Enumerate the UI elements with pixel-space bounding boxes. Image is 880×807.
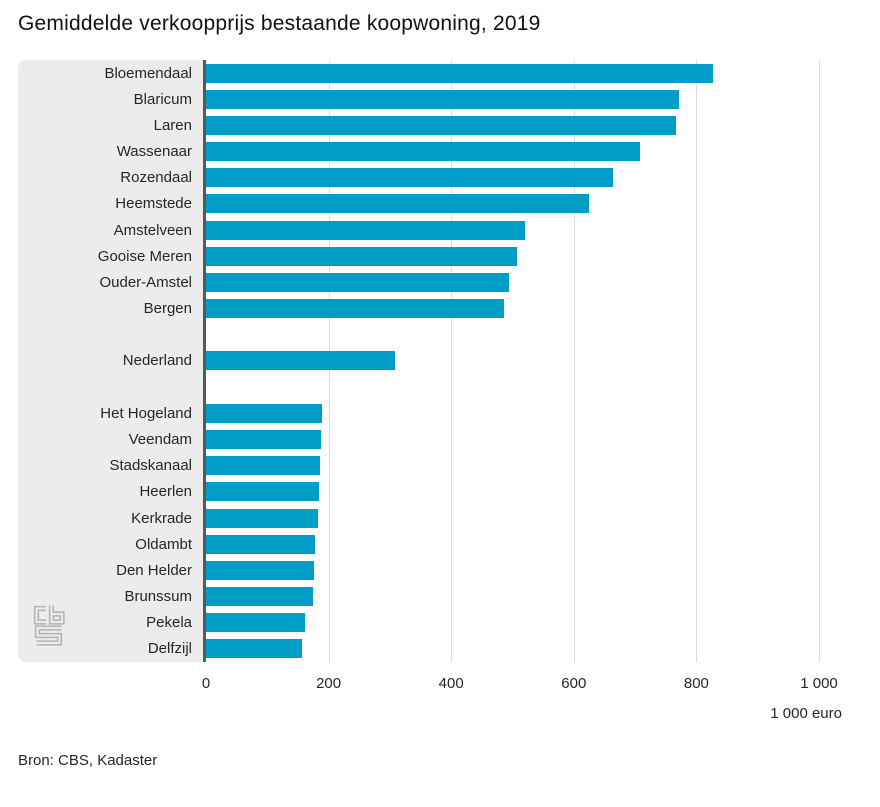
category-label: Blaricum xyxy=(133,90,192,108)
bar-blaricum xyxy=(206,89,680,109)
category-label: Stadskanaal xyxy=(109,457,192,475)
category-label: Ouder-Amstel xyxy=(99,273,192,291)
category-label: Heerlen xyxy=(139,483,192,501)
category-labels-panel: Bloemendaal Blaricum Laren Wassenaar Rozenda… xyxy=(18,60,203,662)
bar-row xyxy=(206,217,819,243)
category-label: Delfzijl xyxy=(147,640,192,658)
category-label: Laren xyxy=(153,116,192,134)
bar-row xyxy=(206,610,819,636)
bar-ouder-amstel xyxy=(206,272,509,292)
bar-row xyxy=(206,400,819,426)
bar-bergen xyxy=(206,299,504,319)
gridline-1000 xyxy=(819,60,820,662)
bar-row xyxy=(206,426,819,452)
category-label: Gooise Meren xyxy=(97,247,192,265)
x-tick-label-600: 600 xyxy=(561,675,587,692)
bar-row xyxy=(206,505,819,531)
bar-stadskanaal xyxy=(206,456,321,476)
category-label: Rozendaal xyxy=(120,169,192,187)
bar-row xyxy=(206,636,819,662)
category-label: Brunssum xyxy=(124,588,192,606)
bar-row xyxy=(206,296,819,322)
x-tick-label-800: 800 xyxy=(683,675,709,692)
bar-het-hogeland xyxy=(206,403,323,423)
x-tick-label-200: 200 xyxy=(316,675,342,692)
category-label: Den Helder xyxy=(116,561,192,579)
bar-gooise-meren xyxy=(206,246,517,266)
category-label: Bergen xyxy=(143,300,192,318)
group-spacer xyxy=(18,322,203,348)
category-label: Veendam xyxy=(128,430,192,448)
bar-row xyxy=(206,165,819,191)
bar-den-helder xyxy=(206,560,314,580)
bar-row xyxy=(206,453,819,479)
bar-veendam xyxy=(206,430,322,449)
x-tick-label-400: 400 xyxy=(438,675,464,692)
bar-row xyxy=(206,191,819,217)
bar-row xyxy=(206,60,819,86)
category-label: Heemstede xyxy=(115,195,192,213)
bar-bloemendaal xyxy=(206,63,713,83)
bar-heerlen xyxy=(206,482,319,502)
bar-row xyxy=(206,531,819,557)
gridline-800 xyxy=(696,60,698,662)
bar-row-spacer xyxy=(206,374,819,400)
bar-delfzijl xyxy=(206,639,302,659)
bar-chart: Bloemendaal Blaricum Laren Wassenaar Rozenda… xyxy=(18,60,820,662)
bar-row xyxy=(206,583,819,609)
y-axis-line xyxy=(203,60,206,662)
x-tick-label-0: 0 xyxy=(201,675,211,692)
bar-nederland xyxy=(206,351,395,371)
bar-kerkrade xyxy=(206,508,319,528)
x-tick-label-1000: 1 000 xyxy=(800,675,838,692)
category-label: Wassenaar xyxy=(116,143,192,161)
bar-row xyxy=(206,139,819,165)
gridline-600 xyxy=(573,60,575,662)
source-note: Bron: CBS, Kadaster xyxy=(18,752,158,769)
category-label: Oldambt xyxy=(135,535,192,553)
category-label: Kerkrade xyxy=(131,509,192,527)
bar-wassenaar xyxy=(206,142,640,162)
bar-amstelveen xyxy=(206,220,526,240)
bar-brunssum xyxy=(206,587,314,607)
bar-row xyxy=(206,86,819,112)
bar-oldambt xyxy=(206,534,315,554)
bar-row xyxy=(206,557,819,583)
category-label: Amstelveen xyxy=(113,221,192,239)
bar-heemstede xyxy=(206,194,589,214)
x-axis-tick-labels: 0 200 400 600 800 1 000 xyxy=(202,675,838,693)
x-axis-unit-label: 1 000 euro xyxy=(770,705,842,722)
bar-row xyxy=(206,112,819,138)
chart-title: Gemiddelde verkoopprijs bestaande koopwo… xyxy=(18,12,541,35)
category-label: Pekela xyxy=(146,614,192,632)
category-label: Het Hogeland xyxy=(100,404,192,422)
bar-row-spacer xyxy=(206,322,819,348)
category-label: Bloemendaal xyxy=(104,64,192,82)
bar-pekela xyxy=(206,613,305,633)
bar-row xyxy=(206,479,819,505)
bar-rozendaal xyxy=(206,168,614,188)
group-spacer xyxy=(18,374,203,400)
plot-area xyxy=(206,60,820,662)
bar-laren xyxy=(206,115,676,135)
bar-row xyxy=(206,348,819,374)
bar-row xyxy=(206,269,819,295)
category-label: Nederland xyxy=(122,352,192,370)
gridline-400 xyxy=(451,60,453,662)
cbs-logo-icon xyxy=(33,605,65,646)
bar-row xyxy=(206,243,819,269)
